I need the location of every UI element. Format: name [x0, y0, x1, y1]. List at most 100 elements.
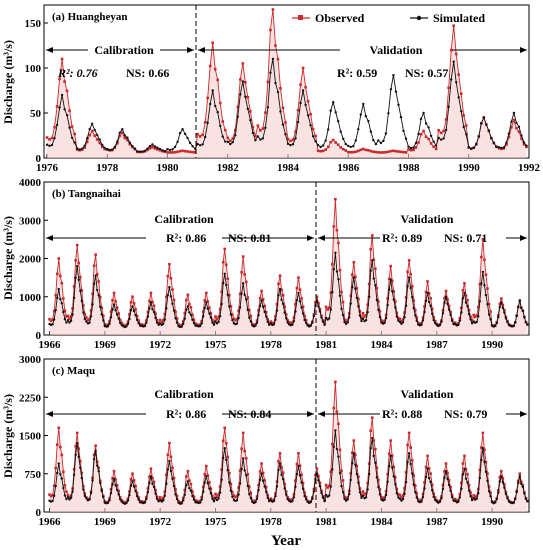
- simulated-point: [478, 476, 482, 480]
- simulated-point: [464, 301, 468, 304]
- observed-point: [412, 299, 416, 302]
- observed-point: [392, 290, 396, 293]
- simulated-point: [357, 305, 360, 308]
- observed-point: [289, 322, 293, 325]
- simulated-point: [126, 136, 129, 139]
- simulated-point: [73, 141, 76, 144]
- simulated-point: [417, 132, 420, 136]
- observed-point: [453, 321, 457, 325]
- simulated-point: [304, 321, 308, 325]
- simulated-point: [246, 107, 250, 111]
- observed-point: [111, 299, 114, 302]
- simulated-point: [254, 500, 257, 504]
- observed-point: [507, 135, 511, 139]
- simulated-point: [125, 501, 128, 505]
- observed-point: [154, 312, 157, 316]
- observed-point: [421, 316, 425, 319]
- observed-point: [98, 296, 102, 299]
- simulated-point: [163, 494, 166, 498]
- observed-point: [344, 149, 348, 152]
- observed-area: [47, 9, 527, 158]
- simulated-point: [297, 464, 300, 468]
- observed-point: [472, 494, 475, 497]
- simulated-point: [334, 111, 337, 114]
- observed-point: [476, 305, 480, 309]
- observed-point: [68, 317, 71, 320]
- observed-point: [51, 318, 54, 321]
- x-tick-label: 1990: [481, 516, 504, 528]
- observed-point: [166, 274, 170, 278]
- simulated-point: [317, 479, 320, 482]
- observed-point: [246, 296, 250, 299]
- observed-point: [66, 314, 70, 318]
- x-tick-label: 1982: [217, 162, 240, 174]
- observed-point: [454, 52, 458, 56]
- observed-point: [212, 498, 216, 501]
- observed-point: [449, 485, 452, 489]
- observed-point: [419, 132, 423, 136]
- observed-point: [384, 150, 388, 154]
- simulated-point: [411, 295, 414, 299]
- simulated-point: [524, 497, 528, 501]
- simulated-point: [335, 270, 339, 273]
- simulated-point: [460, 110, 463, 113]
- simulated-point: [100, 313, 103, 316]
- simulated-point: [280, 473, 283, 477]
- simulated-point: [71, 490, 74, 493]
- simulated-point: [521, 309, 525, 312]
- simulated-point: [156, 146, 159, 149]
- simulated-point: [62, 310, 65, 314]
- simulated-point: [523, 315, 526, 319]
- observed-point: [183, 311, 187, 315]
- simulated-point: [261, 137, 265, 140]
- simulated-point: [505, 141, 508, 144]
- observed-point: [137, 319, 140, 322]
- observed-point: [297, 452, 300, 455]
- simulated-point: [483, 284, 486, 287]
- observed-point: [433, 496, 437, 499]
- simulated-point: [294, 310, 297, 313]
- simulated-point: [371, 259, 374, 262]
- observed-point: [194, 322, 197, 325]
- observed-point: [65, 89, 69, 93]
- simulated-point: [60, 93, 64, 97]
- observed-point: [172, 476, 176, 480]
- simulated-point: [300, 481, 303, 484]
- observed-point: [379, 151, 383, 154]
- observed-point: [166, 151, 169, 154]
- simulated-point: [415, 319, 419, 323]
- simulated-point: [500, 475, 503, 478]
- observed-point: [407, 431, 411, 435]
- simulated-point: [209, 492, 213, 495]
- observed-point: [414, 146, 418, 149]
- observed-point: [303, 491, 306, 494]
- simulated-point: [379, 141, 383, 145]
- observed-point: [69, 315, 73, 318]
- observed-point: [503, 309, 506, 312]
- observed-point: [360, 494, 363, 497]
- observed-point: [357, 297, 360, 301]
- simulated-point: [94, 449, 97, 452]
- observed-point: [360, 316, 363, 320]
- observed-point: [231, 137, 235, 140]
- simulated-point: [497, 491, 500, 494]
- x-tick-label: 1978: [260, 339, 283, 351]
- observed-point: [498, 302, 502, 306]
- simulated-point: [394, 483, 397, 486]
- simulated-point: [355, 472, 359, 476]
- observed-point: [433, 319, 437, 323]
- simulated-point: [450, 495, 454, 499]
- observed-point: [138, 499, 142, 503]
- observed-point: [319, 149, 322, 153]
- observed-point: [399, 150, 403, 154]
- observed-point: [50, 136, 54, 140]
- observed-point: [404, 470, 408, 474]
- simulated-point: [166, 293, 170, 297]
- simulated-point: [115, 488, 119, 492]
- simulated-point: [394, 306, 397, 309]
- observed-point: [148, 299, 151, 303]
- observed-point: [192, 495, 196, 499]
- simulated-point: [45, 143, 49, 146]
- simulated-point: [135, 318, 139, 322]
- simulated-point: [114, 309, 117, 312]
